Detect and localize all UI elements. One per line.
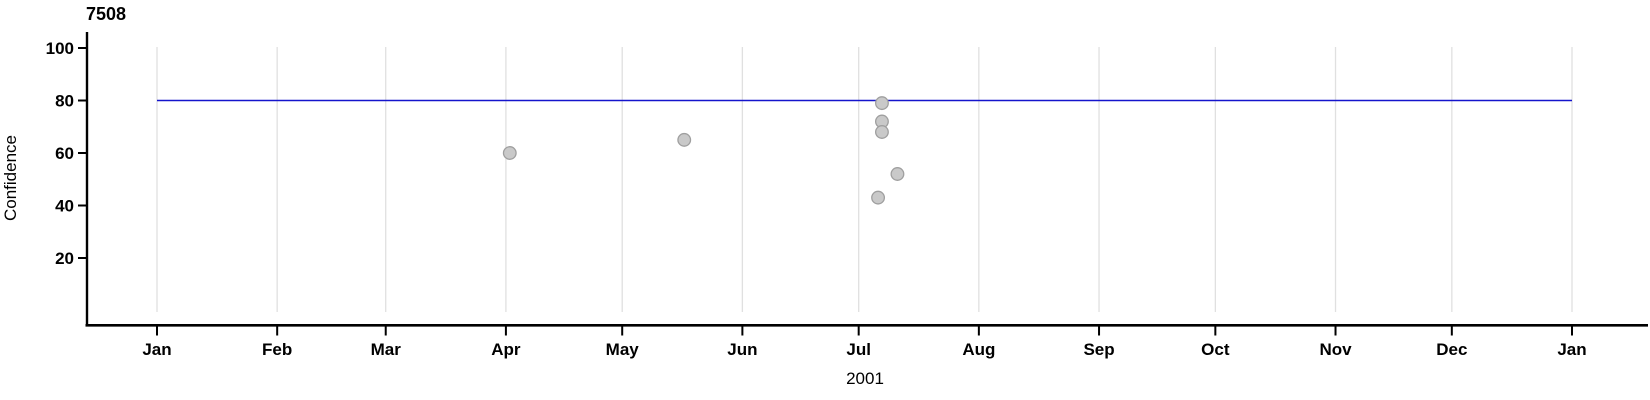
data-point: [890, 167, 905, 181]
x-tick-label: Sep: [1083, 340, 1114, 359]
axis-layer: 20 40 60 80 100 Jan Feb Mar Apr May Jun Jul Aug Sep Oc…: [46, 32, 1648, 359]
data-point: [677, 132, 692, 147]
y-axis-title: Confidence: [1, 135, 20, 221]
x-tick-label: Apr: [491, 340, 521, 359]
x-tick-label: Feb: [262, 340, 292, 359]
x-tick-label: Dec: [1436, 340, 1467, 359]
x-tick-label: Nov: [1319, 340, 1352, 359]
label-layer: 7508 Confidence 2001: [1, 4, 884, 388]
data-point: [874, 125, 889, 139]
x-tick-label: Jul: [846, 340, 871, 359]
x-axis-year-label: 2001: [846, 369, 884, 388]
x-tick-label: Mar: [371, 340, 402, 359]
x-tick-label: Aug: [962, 340, 995, 359]
y-tick-label: 100: [46, 39, 74, 58]
data-point: [874, 96, 889, 111]
y-tick-label: 80: [55, 92, 74, 111]
x-tick-label: Jan: [142, 340, 171, 359]
x-tick-label: Oct: [1201, 340, 1230, 359]
x-tick-label: Jun: [727, 340, 757, 359]
y-tick-label: 60: [55, 144, 74, 163]
data-point: [502, 146, 517, 160]
y-tick-label: 40: [55, 197, 74, 216]
chart-title: 7508: [86, 4, 126, 24]
data-point: [871, 190, 886, 205]
data-point-layer: [502, 96, 905, 205]
x-tick-label: Jan: [1557, 340, 1586, 359]
x-tick-label: May: [606, 340, 640, 359]
y-tick-label: 20: [55, 249, 74, 268]
gridline-layer: [156, 47, 1573, 312]
